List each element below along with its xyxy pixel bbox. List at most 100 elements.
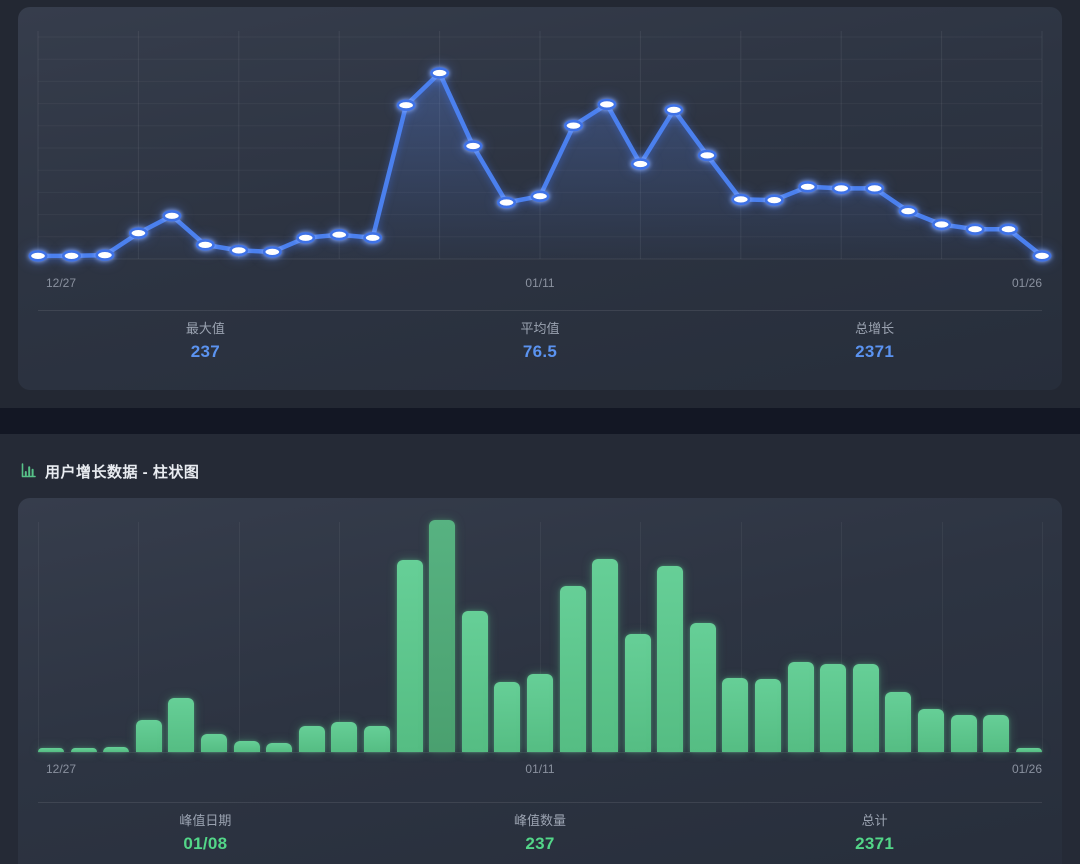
bar[interactable] <box>298 726 325 752</box>
stat-label: 总计 <box>861 813 888 828</box>
bar[interactable] <box>885 692 912 752</box>
bar[interactable] <box>168 698 195 752</box>
bar[interactable] <box>657 566 684 752</box>
bar[interactable] <box>918 709 945 752</box>
line-chart-svg <box>28 31 1052 262</box>
line-chart-card: 12/27 01/11 01/26 最大值 237 平均值 76.5 总增长 2… <box>18 7 1062 390</box>
line-chart-stats-row: 最大值 237 平均值 76.5 总增长 2371 <box>38 311 1042 362</box>
x-axis-label: 01/26 <box>1011 276 1042 290</box>
stat-value: 01/08 <box>183 834 228 853</box>
bar[interactable] <box>755 679 782 752</box>
bar[interactable] <box>592 559 619 752</box>
bar[interactable] <box>787 662 814 752</box>
line-data-point[interactable] <box>798 181 818 193</box>
x-axis-label: 01/26 <box>1011 762 1042 776</box>
bar[interactable] <box>494 682 521 752</box>
stat-label: 最大值 <box>185 321 225 336</box>
bar-chart-section: 用户增长数据 - 柱状图 12/27 01/11 01/26 峰值日期 01/0… <box>0 434 1080 864</box>
section-title: 用户增长数据 - 柱状图 <box>45 463 200 481</box>
line-data-point[interactable] <box>697 149 717 162</box>
section-gap <box>0 408 1080 434</box>
line-data-point[interactable] <box>262 246 282 258</box>
x-axis-label: 01/11 <box>525 762 555 776</box>
line-chart-plot[interactable] <box>28 27 1052 267</box>
stat-label: 峰值日期 <box>179 813 232 828</box>
bar[interactable] <box>722 678 749 752</box>
line-data-point[interactable] <box>363 232 383 244</box>
bar-chart-stats-row: 峰值日期 01/08 峰值数量 237 总计 2371 <box>38 803 1042 854</box>
line-data-point[interactable] <box>61 250 81 262</box>
line-data-point[interactable] <box>128 227 148 239</box>
line-data-point[interactable] <box>932 218 952 231</box>
stat-total-growth: 总增长 2371 <box>707 322 1042 362</box>
stat-peak-date: 峰值日期 01/08 <box>38 814 373 854</box>
bar[interactable] <box>103 747 130 752</box>
line-data-point[interactable] <box>296 232 316 244</box>
bar-chart-card: 12/27 01/11 01/26 峰值日期 01/08 峰值数量 237 总计… <box>18 498 1062 864</box>
line-data-point[interactable] <box>530 190 550 202</box>
line-data-point[interactable] <box>764 194 784 206</box>
bar-chart-icon <box>20 463 36 479</box>
line-data-point[interactable] <box>396 99 416 111</box>
line-data-point[interactable] <box>998 223 1018 235</box>
line-data-point[interactable] <box>865 182 885 195</box>
stat-label: 峰值数量 <box>514 813 567 828</box>
line-data-point[interactable] <box>229 244 249 257</box>
bar[interactable] <box>950 715 977 752</box>
bar[interactable] <box>689 623 716 752</box>
line-data-point[interactable] <box>630 158 650 170</box>
stat-average: 平均值 76.5 <box>373 322 708 362</box>
stats-divider <box>38 802 1042 803</box>
line-data-point[interactable] <box>965 223 985 235</box>
bar[interactable] <box>200 734 227 752</box>
x-axis-label: 12/27 <box>46 762 77 776</box>
bar-chart-plot[interactable] <box>38 518 1043 753</box>
stat-value: 76.5 <box>522 342 558 361</box>
line-data-point[interactable] <box>563 119 583 132</box>
stat-label: 总增长 <box>855 321 895 336</box>
line-data-point[interactable] <box>329 229 349 241</box>
stat-value: 237 <box>525 834 555 853</box>
stat-value: 237 <box>190 342 220 361</box>
line-data-point[interactable] <box>898 205 918 217</box>
bar-chart-x-axis: 12/27 01/11 01/26 <box>38 753 1042 779</box>
bar[interactable] <box>233 741 260 752</box>
stat-value: 2371 <box>855 834 895 853</box>
line-data-point[interactable] <box>597 98 617 111</box>
line-data-point[interactable] <box>195 239 215 251</box>
x-axis-label: 12/27 <box>46 276 77 290</box>
bar[interactable] <box>1015 748 1042 752</box>
bar[interactable] <box>852 664 879 752</box>
line-data-point[interactable] <box>95 249 115 261</box>
bar[interactable] <box>820 664 847 752</box>
stat-max: 最大值 237 <box>38 322 373 362</box>
line-data-point[interactable] <box>463 140 483 152</box>
bar[interactable] <box>266 743 293 752</box>
bar-section-header: 用户增长数据 - 柱状图 <box>20 460 1062 482</box>
line-data-point[interactable] <box>1032 250 1052 262</box>
bar[interactable] <box>461 611 488 752</box>
line-data-point[interactable] <box>28 250 48 262</box>
bar[interactable] <box>624 634 651 752</box>
stats-divider <box>38 310 1042 311</box>
bar[interactable] <box>135 720 162 752</box>
bar[interactable] <box>526 674 553 752</box>
bar-peak[interactable] <box>429 520 456 752</box>
stat-total: 总计 2371 <box>707 814 1042 854</box>
line-data-point[interactable] <box>664 104 684 116</box>
line-data-point[interactable] <box>162 210 182 222</box>
bar[interactable] <box>983 715 1010 752</box>
bar[interactable] <box>70 748 97 752</box>
stat-value: 2371 <box>855 342 895 361</box>
line-data-point[interactable] <box>731 193 751 206</box>
line-chart-section: 12/27 01/11 01/26 最大值 237 平均值 76.5 总增长 2… <box>0 0 1080 408</box>
bar[interactable] <box>363 726 390 752</box>
line-data-point[interactable] <box>831 182 851 195</box>
line-data-point[interactable] <box>430 67 450 79</box>
line-data-point[interactable] <box>496 196 516 209</box>
bar[interactable] <box>331 722 358 752</box>
bar[interactable] <box>396 560 423 752</box>
bar[interactable] <box>559 586 586 752</box>
bar[interactable] <box>38 748 64 752</box>
